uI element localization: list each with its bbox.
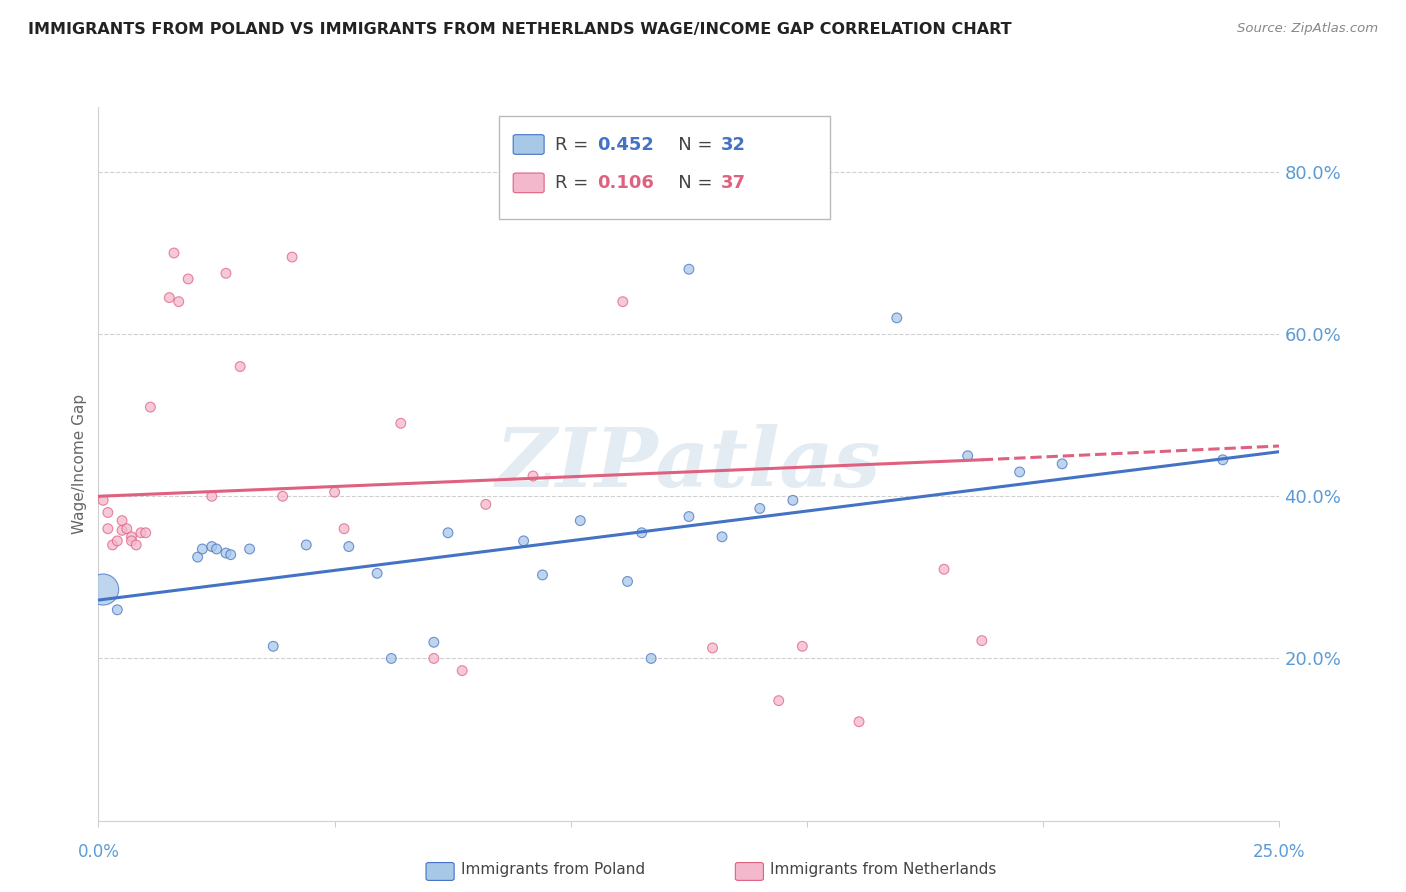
Text: 0.106: 0.106	[598, 174, 654, 192]
Point	[91, 493, 114, 508]
Point	[97, 522, 120, 536]
Point	[201, 540, 224, 554]
Point	[630, 525, 652, 540]
Point	[177, 272, 200, 286]
Text: Source: ZipAtlas.com: Source: ZipAtlas.com	[1237, 22, 1378, 36]
Point	[522, 469, 544, 483]
Point	[115, 522, 138, 536]
Text: IMMIGRANTS FROM POLAND VS IMMIGRANTS FROM NETHERLANDS WAGE/INCOME GAP CORRELATIO: IMMIGRANTS FROM POLAND VS IMMIGRANTS FRO…	[28, 22, 1012, 37]
Point	[139, 400, 162, 414]
Text: N =: N =	[661, 136, 718, 153]
Point	[187, 550, 209, 565]
Point	[121, 533, 143, 548]
Text: R =: R =	[555, 174, 595, 192]
Point	[121, 530, 143, 544]
Point	[191, 541, 214, 556]
Point	[711, 530, 734, 544]
Text: Immigrants from Netherlands: Immigrants from Netherlands	[770, 863, 997, 877]
Point	[219, 548, 242, 562]
Point	[932, 562, 955, 576]
Point	[678, 509, 700, 524]
Text: R =: R =	[555, 136, 595, 153]
Point	[616, 574, 638, 589]
Point	[337, 540, 360, 554]
Point	[97, 506, 120, 520]
Point	[215, 266, 238, 280]
Text: 25.0%: 25.0%	[1253, 843, 1306, 861]
Point	[163, 246, 186, 260]
Point	[702, 640, 724, 655]
Text: ZIPatlas: ZIPatlas	[496, 424, 882, 504]
Point	[678, 262, 700, 277]
Text: 32: 32	[721, 136, 747, 153]
Point	[640, 651, 662, 665]
Point	[531, 568, 554, 582]
Point	[205, 541, 228, 556]
Point	[201, 489, 224, 503]
Point	[1008, 465, 1031, 479]
Point	[848, 714, 870, 729]
Point	[956, 449, 979, 463]
Point	[105, 603, 128, 617]
Point	[970, 633, 993, 648]
Point	[167, 294, 190, 309]
Point	[451, 664, 474, 678]
Text: 0.452: 0.452	[598, 136, 654, 153]
Point	[475, 497, 498, 511]
Point	[215, 546, 238, 560]
Point	[129, 525, 152, 540]
Point	[389, 417, 412, 431]
Point	[612, 294, 634, 309]
Point	[569, 514, 592, 528]
Point	[423, 651, 446, 665]
Point	[105, 533, 128, 548]
Y-axis label: Wage/Income Gap: Wage/Income Gap	[72, 393, 87, 534]
Point	[323, 485, 346, 500]
Point	[271, 489, 294, 503]
Point	[281, 250, 304, 264]
Point	[366, 566, 388, 581]
Text: N =: N =	[661, 174, 718, 192]
Point	[782, 493, 804, 508]
Point	[1050, 457, 1073, 471]
Point	[111, 524, 134, 538]
Point	[295, 538, 318, 552]
Point	[333, 522, 356, 536]
Text: 0.0%: 0.0%	[77, 843, 120, 861]
Point	[91, 582, 114, 597]
Point	[1212, 452, 1234, 467]
Point	[768, 693, 790, 707]
Point	[886, 310, 908, 325]
Point	[125, 538, 148, 552]
Point	[101, 538, 124, 552]
Point	[111, 514, 134, 528]
Point	[239, 541, 262, 556]
Point	[437, 525, 460, 540]
Text: Immigrants from Poland: Immigrants from Poland	[461, 863, 645, 877]
Text: 37: 37	[721, 174, 747, 192]
Point	[157, 291, 180, 305]
Point	[423, 635, 446, 649]
Point	[792, 640, 814, 654]
Point	[512, 533, 534, 548]
Point	[135, 525, 157, 540]
Point	[748, 501, 770, 516]
Point	[229, 359, 252, 374]
Point	[262, 640, 284, 654]
Point	[380, 651, 402, 665]
